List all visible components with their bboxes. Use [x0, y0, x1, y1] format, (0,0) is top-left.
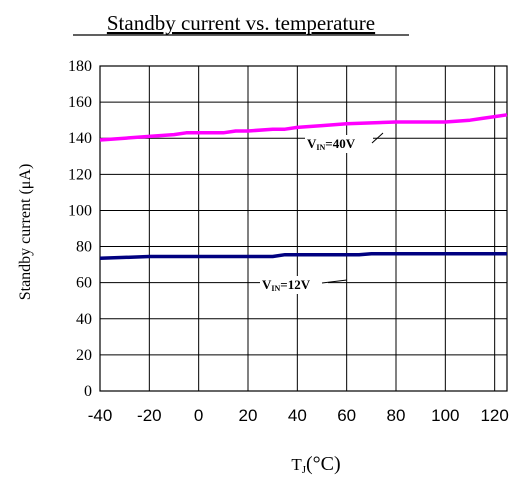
x-axis-label: TJ(°C): [291, 453, 340, 476]
plot-frame: [99, 65, 508, 392]
y-tick-label: 20: [76, 347, 92, 364]
series-label-value: =40V: [325, 136, 355, 151]
y-tick-label: 160: [68, 94, 92, 111]
y-tick-label: 60: [76, 275, 92, 292]
x-tick-label: 0: [194, 406, 203, 425]
x-tick-label: 80: [387, 406, 406, 425]
series-label: VIN=40V: [307, 136, 356, 152]
y-tick-label: 140: [68, 130, 92, 147]
y-tick-label: 180: [68, 58, 92, 75]
y-tick-label: 120: [68, 166, 92, 183]
series-label-leader: [321, 279, 348, 284]
x-tick-label: 100: [431, 406, 459, 425]
series-label-leader: [371, 132, 384, 144]
y-axis-label: Standby current (μA): [17, 164, 34, 301]
series-label-sub: IN: [271, 284, 280, 293]
y-tick-label: 0: [84, 383, 92, 400]
series-label: VIN=12V: [262, 277, 311, 293]
series-line-12v: [99, 252, 507, 261]
series-label-main: V: [262, 277, 272, 292]
series-lines: [99, 113, 508, 261]
y-tick-label: 40: [76, 311, 92, 328]
x-axis-label-main: T: [291, 455, 302, 474]
x-tick-label: -40: [88, 406, 113, 425]
x-tick-label: -20: [137, 406, 162, 425]
tick-labels: 0 20 40 60 80 100 120 140 160 180 -40 -20 0 20 40 60 80 1…: [68, 58, 509, 425]
x-tick-label: 120: [480, 406, 508, 425]
y-tick-label: 100: [68, 202, 92, 219]
series-label-bg: [260, 276, 328, 294]
series-line-40v: [99, 113, 508, 142]
x-axis-label-unit: (°C): [306, 453, 341, 475]
series-label-sub: IN: [316, 143, 325, 152]
x-tick-label: 60: [337, 406, 356, 425]
x-tick-label: 20: [239, 406, 258, 425]
chart-title: Standby current vs. temperature: [107, 11, 375, 35]
x-tick-label: 40: [288, 406, 307, 425]
grid: [99, 65, 508, 392]
series-label-value: =12V: [280, 277, 310, 292]
series-label-bg: [305, 135, 373, 153]
y-tick-label: 80: [76, 239, 92, 256]
x-axis-label-sub: J: [302, 464, 307, 476]
series-label-main: V: [307, 136, 317, 151]
